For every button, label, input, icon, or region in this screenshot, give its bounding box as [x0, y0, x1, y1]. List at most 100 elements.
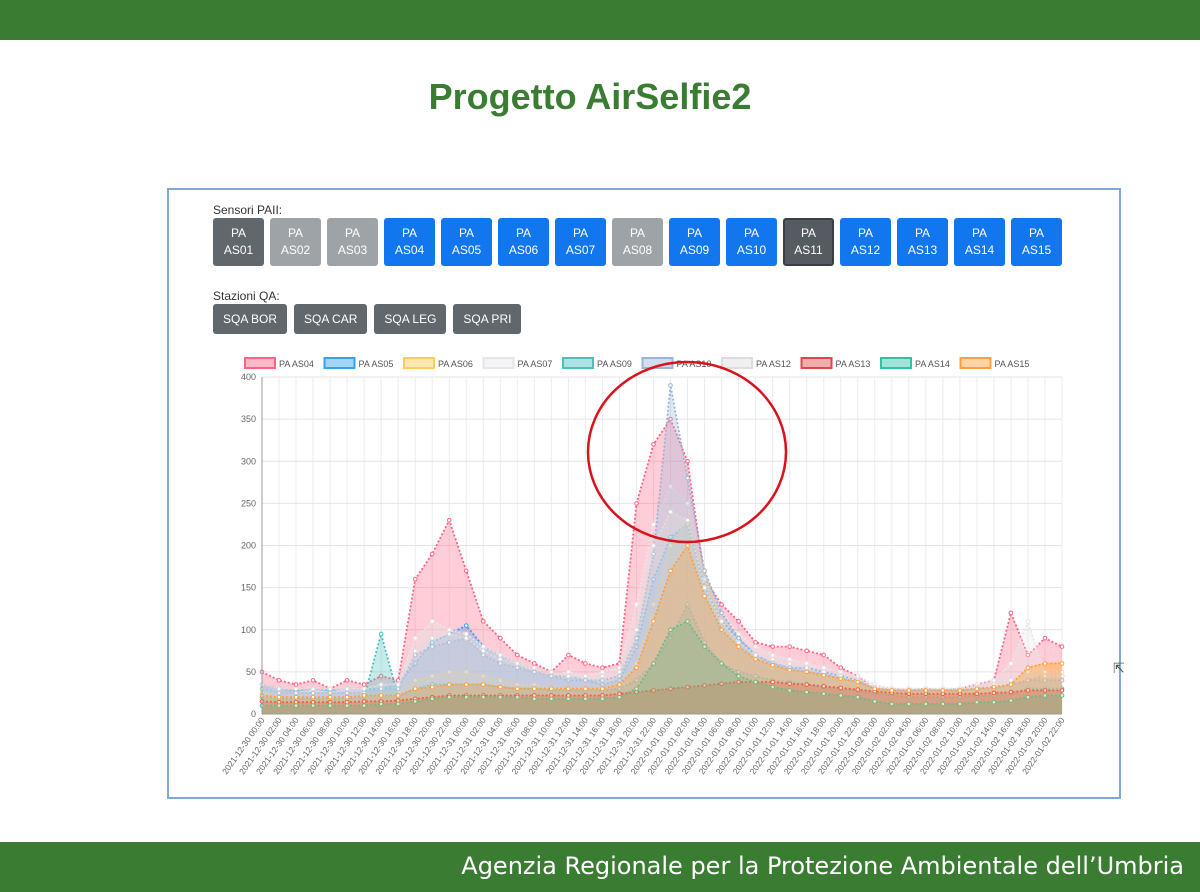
- sensor-button-as08[interactable]: PA AS08: [612, 218, 663, 266]
- data-point: [583, 678, 588, 683]
- legend-item[interactable]: PA AS05: [323, 357, 394, 369]
- sensor-button-id: AS03: [337, 243, 368, 257]
- data-point: [804, 648, 809, 654]
- legend-item[interactable]: PA AS06: [403, 357, 473, 369]
- station-button-sqa-car[interactable]: SQA CAR: [294, 304, 368, 334]
- legend-item[interactable]: PA AS15: [959, 357, 1030, 369]
- legend-item[interactable]: PA AS14: [880, 357, 950, 369]
- station-button-sqa-leg[interactable]: SQA LEG: [374, 304, 447, 334]
- data-point: [515, 661, 520, 666]
- sensor-button-as07[interactable]: PA AS07: [555, 218, 606, 266]
- data-point: [549, 686, 554, 692]
- data-point: [668, 543, 673, 548]
- data-point: [821, 652, 827, 658]
- data-point: [991, 684, 997, 690]
- data-point: [957, 688, 963, 693]
- data-point: [1059, 644, 1065, 649]
- data-point: [634, 501, 639, 506]
- data-point: [1025, 619, 1031, 624]
- data-point: [855, 694, 861, 700]
- data-point: [600, 696, 605, 702]
- sensor-button-id: AS11: [794, 243, 823, 257]
- legend-label: PA AS07: [518, 359, 553, 369]
- sensor-button-as01[interactable]: PA AS01: [213, 218, 264, 266]
- series-line: [261, 385, 1062, 694]
- data-point: [276, 690, 282, 696]
- data-point: [651, 522, 656, 527]
- data-point: [583, 686, 588, 692]
- data-point: [583, 696, 588, 702]
- sensor-button-prefix: PA: [686, 226, 703, 240]
- data-point: [838, 669, 844, 675]
- legend-label: PA AS10: [677, 359, 712, 369]
- data-point: [702, 585, 707, 590]
- data-point: [957, 701, 963, 707]
- data-point: [480, 619, 486, 624]
- legend-item[interactable]: PA AS09: [562, 357, 632, 369]
- legend-swatch: [562, 357, 594, 369]
- data-point: [480, 644, 486, 649]
- sensor-button-id: AS05: [451, 243, 482, 257]
- legend-item[interactable]: PA AS07: [482, 357, 553, 369]
- legend-item[interactable]: PA AS04: [244, 357, 314, 369]
- data-point: [600, 669, 605, 675]
- footer-banner: Agenzia Regionale per la Protezione Ambi…: [0, 842, 1200, 892]
- sensor-button-id: AS01: [223, 243, 254, 257]
- data-point: [753, 652, 758, 658]
- sensor-button-as04[interactable]: PA AS04: [384, 218, 435, 266]
- data-point: [395, 701, 401, 707]
- sensor-button-as09[interactable]: PA AS09: [669, 218, 720, 266]
- sensor-button-id: AS14: [964, 243, 995, 257]
- data-point: [532, 661, 537, 666]
- data-point: [600, 678, 605, 683]
- data-point: [1059, 693, 1065, 698]
- data-point: [753, 640, 758, 645]
- top-banner: [0, 0, 1200, 40]
- stations-label: Stazioni QA:: [213, 289, 280, 303]
- sensor-button-as10[interactable]: PA AS10: [726, 218, 777, 266]
- data-point: [702, 593, 707, 599]
- data-point: [532, 686, 537, 692]
- data-point: [361, 686, 367, 692]
- legend-label: PA AS12: [756, 359, 791, 369]
- sensor-button-prefix: PA: [743, 226, 760, 240]
- data-point: [787, 681, 792, 686]
- legend-item[interactable]: PA AS12: [721, 357, 791, 369]
- legend-label: PA AS05: [359, 359, 394, 369]
- data-point: [651, 688, 656, 693]
- mouse-cursor-icon: ⇱: [1113, 660, 1125, 676]
- data-point: [617, 669, 622, 675]
- data-point: [753, 644, 758, 649]
- data-point: [344, 703, 350, 708]
- data-point: [1025, 688, 1031, 693]
- data-point: [770, 644, 775, 649]
- data-point: [668, 416, 673, 422]
- sensor-button-as03[interactable]: PA AS03: [327, 218, 378, 266]
- data-point: [515, 682, 520, 687]
- sensor-button-as02[interactable]: PA AS02: [270, 218, 321, 266]
- sensor-button-as12[interactable]: PA AS12: [840, 218, 891, 266]
- sensor-button-as15[interactable]: PA AS15: [1011, 218, 1062, 266]
- data-point: [702, 576, 707, 582]
- data-point: [276, 703, 282, 708]
- data-point: [906, 701, 912, 707]
- data-point: [566, 669, 571, 675]
- data-point: [429, 684, 435, 690]
- station-button-sqa-bor[interactable]: SQA BOR: [213, 304, 288, 334]
- data-point: [736, 673, 741, 679]
- station-button-sqa-pri[interactable]: SQA PRI: [453, 304, 522, 334]
- sensor-button-as06[interactable]: PA AS06: [498, 218, 549, 266]
- data-point: [549, 673, 554, 679]
- data-point: [446, 517, 452, 523]
- sensor-button-as05[interactable]: PA AS05: [441, 218, 492, 266]
- data-point: [1008, 698, 1014, 703]
- data-point: [532, 682, 537, 687]
- legend-item[interactable]: PA AS13: [800, 357, 871, 369]
- data-point: [736, 619, 741, 624]
- sensor-button-as14[interactable]: PA AS14: [954, 218, 1005, 266]
- series-line: [262, 620, 1062, 707]
- sensor-button-as11[interactable]: PA AS11: [783, 218, 834, 266]
- data-point: [463, 635, 469, 641]
- sensor-button-as13[interactable]: PA AS13: [897, 218, 948, 266]
